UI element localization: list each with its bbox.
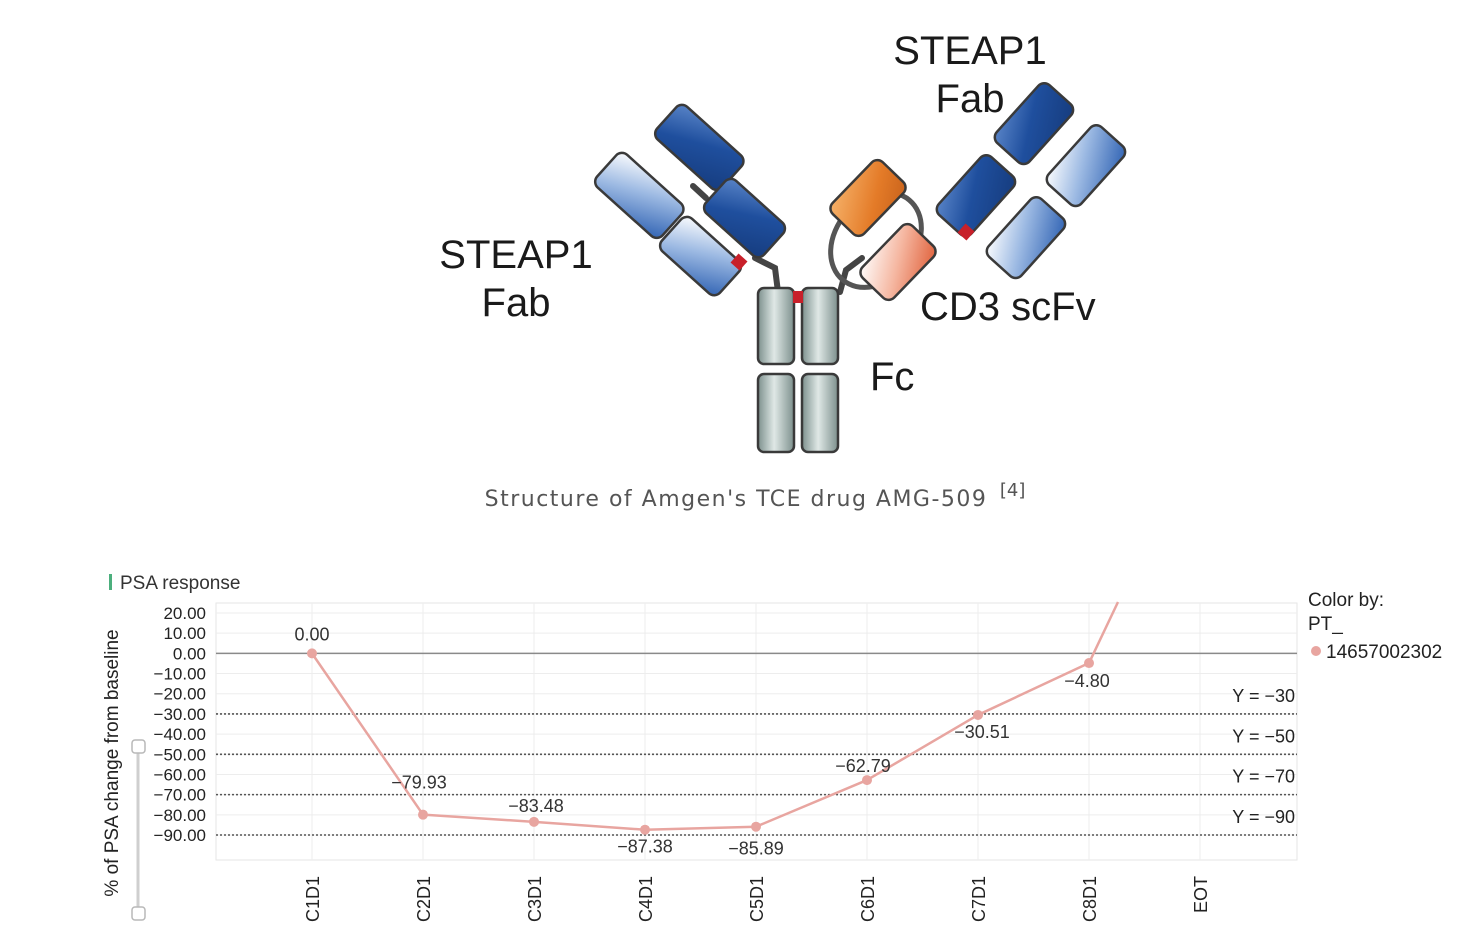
- left-hinge-red: [730, 253, 748, 271]
- reference-lines: Y = −30 Y = −50 Y = −70 Y = −90: [216, 652, 1297, 836]
- fc-region: [756, 286, 840, 454]
- caption-text: Structure of Amgen's TCE drug AMG-509: [485, 487, 988, 512]
- x-tick-label: C8D1: [1080, 876, 1100, 922]
- y-tick-label: −80.00: [154, 806, 206, 825]
- panel-title-marker: [109, 574, 112, 590]
- y-tick-label: 10.00: [163, 624, 206, 643]
- data-label: −79.93: [391, 773, 447, 793]
- y-range-slider-handle-top[interactable]: [131, 739, 146, 754]
- data-point: [862, 775, 872, 786]
- left-fab: [593, 103, 787, 297]
- x-tick-label: C6D1: [858, 876, 878, 922]
- data-point: [640, 824, 650, 835]
- reference-line-label: Y = −70: [1232, 767, 1295, 787]
- right-fab: [935, 81, 1127, 280]
- x-tick-label: C1D1: [303, 876, 323, 922]
- left-fab-label-line1: STEAP1: [439, 233, 592, 277]
- x-tick-label: C3D1: [525, 876, 545, 922]
- x-tick-label: C2D1: [414, 876, 434, 922]
- y-axis-label: % of PSA change from baseline: [102, 629, 123, 896]
- data-label: 0.00: [294, 624, 329, 644]
- reference-line-label: Y = −90: [1232, 807, 1295, 827]
- y-tick-label: 0.00: [173, 644, 206, 663]
- y-tick-label: −60.00: [154, 765, 206, 784]
- data-point: [418, 809, 428, 820]
- fc-label: Fc: [870, 355, 914, 399]
- panel-title: PSA response: [120, 573, 240, 594]
- y-tick-label: 20.00: [163, 604, 206, 623]
- antibody-diagram: STEAP1 Fab STEAP1 Fab CD3 scFv Fc: [439, 29, 1127, 454]
- caption-ref: [4]: [1000, 480, 1026, 501]
- reference-line-label: Y = −50: [1232, 726, 1295, 746]
- fc-hinge-red: [793, 291, 803, 303]
- data-point: [973, 709, 983, 720]
- data-label: −83.48: [508, 796, 564, 816]
- data-label: −85.89: [728, 839, 784, 859]
- legend: Color by: PT_ 14657002302: [1308, 590, 1442, 663]
- y-tick-label: −70.00: [154, 786, 206, 805]
- y-tick-label: −30.00: [154, 705, 206, 724]
- legend-entry-14657002302[interactable]: 14657002302: [1326, 642, 1442, 663]
- y-range-slider-handle-bottom[interactable]: [131, 906, 146, 921]
- data-labels: 0.00 −79.93 −83.48 −87.38 −85.89 −62.79 −30.51…: [294, 624, 1109, 858]
- y-tick-label: −20.00: [154, 685, 206, 704]
- x-tick-label: C4D1: [636, 876, 656, 922]
- data-label: −4.80: [1064, 671, 1110, 691]
- y-tick-label: −90.00: [154, 826, 206, 845]
- psa-response-chart: PSA response % of PSA change from baseli…: [102, 573, 1442, 922]
- x-tick-labels: C1D1 C2D1 C3D1 C4D1 C5D1 C6D1 C7D1 C8D1 EOT: [303, 876, 1211, 922]
- y-tick-label: −50.00: [154, 745, 206, 764]
- plot-grid: [215, 602, 1298, 861]
- reference-line-label: Y = −30: [1232, 686, 1295, 706]
- data-point: [1084, 658, 1094, 669]
- scfv-label: CD3 scFv: [920, 285, 1096, 329]
- data-label: −87.38: [617, 837, 673, 857]
- right-hinge-red: [957, 223, 975, 241]
- legend-title-line2: PT_: [1308, 614, 1343, 635]
- cd3-scfv: [828, 158, 937, 302]
- series-14657002302: [307, 601, 1120, 835]
- y-tick-label: −40.00: [154, 725, 206, 744]
- legend-marker: [1311, 646, 1321, 656]
- x-tick-label: C7D1: [969, 876, 989, 922]
- series-line: [310, 601, 1120, 831]
- x-tick-label: C5D1: [747, 876, 767, 922]
- data-point: [307, 648, 317, 659]
- left-fab-label-line2: Fab: [482, 281, 551, 325]
- y-range-slider[interactable]: [131, 739, 146, 921]
- data-label: −30.51: [954, 722, 1010, 742]
- figure-caption: Structure of Amgen's TCE drug AMG-509 [4…: [485, 480, 1026, 512]
- data-point: [751, 821, 761, 832]
- right-fab-label-line2: Fab: [936, 77, 1005, 121]
- y-tick-label: −10.00: [154, 665, 206, 684]
- legend-title-line1: Color by:: [1308, 590, 1384, 611]
- data-label: −62.79: [835, 756, 891, 776]
- x-tick-label: EOT: [1191, 876, 1211, 913]
- right-fab-label-line1: STEAP1: [893, 29, 1046, 73]
- data-point: [529, 816, 539, 827]
